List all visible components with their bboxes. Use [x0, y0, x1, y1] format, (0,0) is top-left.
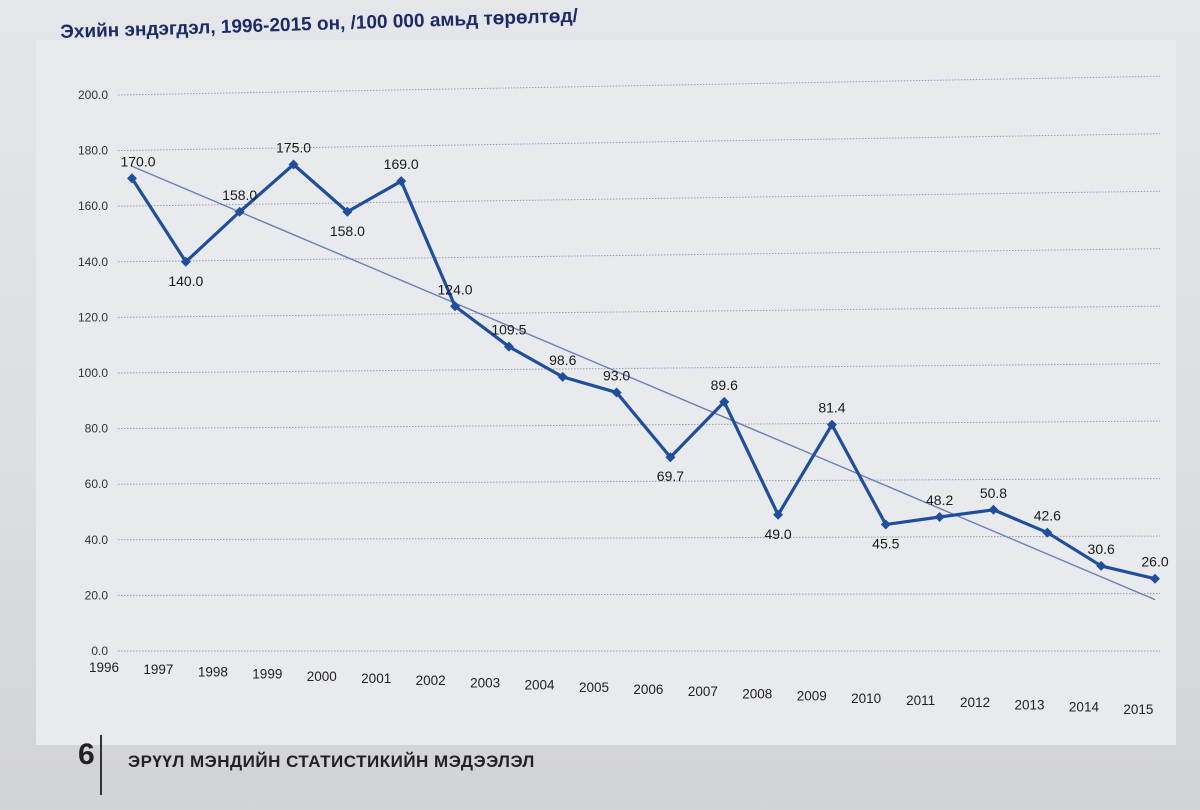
y-tick-180.0: 180.0	[78, 144, 108, 158]
x-tick-2006: 2006	[633, 682, 663, 697]
y-tick-0.0: 0.0	[91, 644, 108, 658]
series-layer	[127, 159, 1160, 584]
x-tick-1997: 1997	[143, 662, 173, 677]
gridline-180.0	[117, 133, 1161, 152]
data-label-2000: 158.0	[330, 223, 365, 239]
chart-panel	[36, 40, 1176, 745]
series-line	[130, 162, 1156, 581]
x-tick-1998: 1998	[198, 664, 228, 679]
gridline-120.0	[117, 305, 1161, 318]
data-label-1996: 170.0	[120, 153, 155, 169]
footer-divider	[100, 735, 102, 795]
y-tick-160.0: 160.0	[78, 199, 108, 213]
page-number: 6	[78, 738, 95, 771]
data-point-1997	[180, 256, 191, 267]
x-tick-2002: 2002	[416, 673, 446, 688]
y-tick-100.0: 100.0	[78, 366, 108, 380]
data-point-2008	[773, 509, 784, 520]
data-label-2013: 42.6	[1034, 508, 1061, 524]
y-tick-60.0: 60.0	[85, 477, 109, 491]
data-label-1997: 140.0	[168, 273, 203, 289]
data-point-2002	[450, 301, 461, 312]
data-label-2010: 45.5	[872, 536, 899, 552]
data-point-1996	[127, 173, 137, 184]
y-tick-20.0: 20.0	[85, 588, 109, 602]
data-point-2003	[503, 341, 514, 352]
x-tick-2010: 2010	[851, 691, 881, 706]
data-point-1999	[288, 159, 299, 170]
x-tick-2012: 2012	[960, 695, 990, 710]
x-tick-2013: 2013	[1014, 697, 1044, 712]
data-label-2011: 48.2	[926, 492, 953, 508]
x-tick-2005: 2005	[579, 680, 609, 695]
data-point-2013	[1042, 527, 1053, 538]
x-tick-2014: 2014	[1069, 700, 1100, 715]
gridline-100.0	[117, 363, 1161, 374]
grid-lines	[117, 75, 1161, 652]
x-tick-2015: 2015	[1123, 702, 1153, 717]
y-axis-ticks: 0.0 20.0 40.0 60.0 80.0 100.0 120.0 140.0 160.0 1…	[78, 88, 108, 658]
trendline	[131, 165, 1156, 601]
data-point-2010	[880, 519, 891, 530]
footer-publication-title: ЭРҮҮЛ МЭНДИЙН СТАТИСТИКИЙН МЭДЭЭЛЭЛ	[128, 752, 535, 771]
data-label-2012: 50.8	[980, 485, 1007, 501]
data-point-2015	[1150, 573, 1160, 584]
gridline-40.0	[117, 535, 1161, 541]
data-point-2007	[719, 396, 730, 407]
data-label-2003: 109.5	[491, 322, 526, 338]
x-tick-2001: 2001	[361, 671, 391, 686]
gridline-20.0	[117, 593, 1161, 596]
data-point-2006	[665, 452, 676, 463]
x-tick-2000: 2000	[307, 669, 337, 684]
data-label-1998: 158.0	[222, 187, 257, 203]
gridline-60.0	[117, 478, 1161, 485]
gridline-80.0	[117, 420, 1161, 430]
data-label-2001: 169.0	[384, 156, 419, 172]
data-label-2004: 98.6	[549, 352, 576, 368]
data-label-2005: 93.0	[603, 367, 630, 383]
x-tick-1996: 1996	[89, 660, 119, 675]
y-tick-140.0: 140.0	[78, 255, 108, 269]
data-label-2006: 69.7	[657, 468, 684, 484]
data-point-2012	[988, 504, 999, 515]
data-point-2009	[826, 419, 837, 430]
data-point-2014	[1096, 560, 1107, 571]
data-label-2015: 26.0	[1141, 554, 1168, 570]
data-label-1999: 175.0	[276, 140, 311, 156]
data-point-2004	[557, 371, 568, 382]
gridline-140.0	[117, 248, 1161, 263]
x-tick-2008: 2008	[742, 686, 772, 701]
x-tick-2007: 2007	[688, 684, 718, 699]
data-point-2011	[934, 512, 945, 523]
data-point-1998	[234, 206, 245, 217]
y-tick-80.0: 80.0	[85, 422, 109, 436]
gridline-160.0	[117, 190, 1161, 207]
x-tick-2009: 2009	[797, 689, 827, 704]
y-tick-200.0: 200.0	[78, 88, 108, 102]
data-point-2005	[611, 387, 622, 398]
data-label-2008: 49.0	[764, 526, 791, 542]
x-axis-ticks: 1996 1997 1998 1999 2000 2001 2002 2003 2004 2005…	[89, 660, 1153, 717]
data-point-2001	[396, 176, 407, 187]
x-tick-2011: 2011	[906, 693, 935, 708]
data-label-2002: 124.0	[438, 281, 473, 297]
x-tick-1999: 1999	[252, 667, 282, 682]
data-label-2007: 89.6	[711, 377, 738, 393]
gridline-200.0	[117, 75, 1161, 96]
y-tick-40.0: 40.0	[85, 533, 109, 547]
data-label-2009: 81.4	[818, 400, 845, 416]
trendline-layer	[131, 165, 1156, 601]
y-tick-120.0: 120.0	[78, 310, 108, 324]
data-labels: 170.0 140.0 158.0 175.0 158.0 169.0 124.0 109.5…	[120, 140, 1168, 570]
data-label-2014: 30.6	[1088, 541, 1115, 557]
data-point-2000	[342, 206, 353, 217]
x-tick-2003: 2003	[470, 675, 500, 690]
x-tick-2004: 2004	[525, 678, 556, 693]
